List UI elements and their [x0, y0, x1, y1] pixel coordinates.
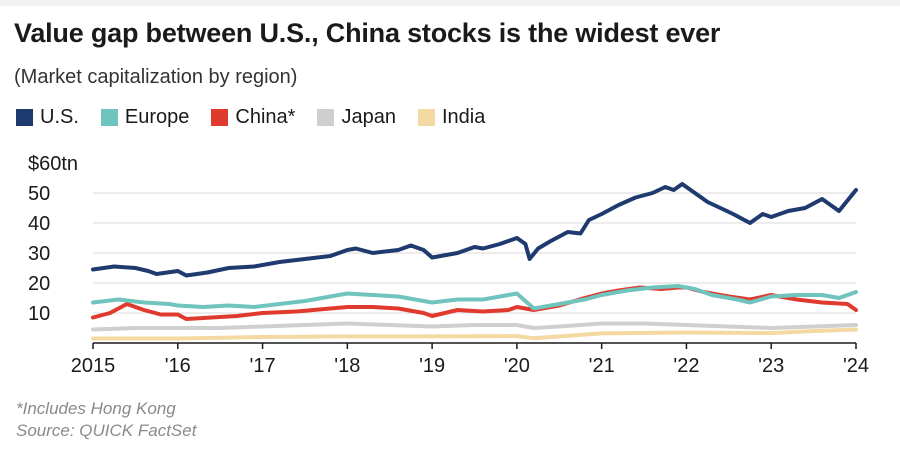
legend-label: Japan: [341, 106, 396, 128]
series-line-india: [91, 327, 858, 341]
legend-item-1: Europe: [100, 106, 190, 129]
x-axis: 2015 '16 '17 '18 '19 '20 '21 '22 '23 '24: [71, 342, 869, 377]
legend-swatch: [417, 109, 435, 126]
x-tick-label: '16: [165, 355, 191, 377]
legend-item-2: China*: [211, 106, 295, 129]
gridlines: [93, 192, 856, 314]
top-rule: [0, 0, 900, 6]
x-tick-label: 2015: [71, 355, 116, 377]
x-tick-label: '23: [758, 355, 784, 377]
legend-label: India: [441, 106, 486, 128]
y-tick-label: 40: [28, 213, 50, 235]
chart-subtitle: (Market capitalization by region): [14, 66, 298, 88]
legend-label: U.S.: [40, 106, 79, 128]
chart-area: $60tn 50 40 30 20 10 2015 '16 '17 '18 '19 '20 '21 '2…: [28, 153, 869, 377]
legend-swatch: [211, 109, 229, 126]
x-tick-label: '18: [334, 355, 360, 377]
legend-item-0: U.S.: [16, 106, 79, 129]
legend: U.S. Europe China* Japan India: [16, 106, 485, 129]
series-line-us: [91, 182, 858, 278]
legend-label: China*: [235, 106, 296, 128]
legend-swatch: [16, 109, 33, 126]
x-tick-label: '21: [589, 355, 615, 377]
x-tick-label: '20: [504, 355, 530, 377]
y-tick-label: $60tn: [28, 153, 78, 175]
legend-item-3: Japan: [317, 106, 396, 129]
legend-item-4: India: [417, 106, 486, 129]
series-line-china: [91, 285, 858, 321]
y-tick-label: 20: [28, 273, 50, 295]
x-tick-label: '17: [250, 355, 276, 377]
series-lines: [91, 182, 858, 341]
x-tick-label: '19: [419, 355, 445, 377]
legend-label: Europe: [124, 106, 190, 128]
series-line-europe: [91, 284, 858, 311]
x-tick-label: '24: [843, 355, 869, 377]
notes: *Includes Hong Kong Source: QUICK FactSe…: [16, 398, 196, 442]
y-tick-label: 10: [28, 303, 50, 325]
legend-swatch: [317, 109, 335, 126]
y-axis-ticks: $60tn 50 40 30 20 10: [28, 153, 78, 325]
chart-title: Value gap between U.S., China stocks is …: [14, 18, 721, 48]
y-tick-label: 30: [28, 243, 50, 265]
footnote: *Includes Hong Kong: [16, 399, 176, 418]
y-tick-label: 50: [28, 183, 50, 205]
x-tick-label: '22: [673, 355, 699, 377]
series-line-japan: [91, 321, 858, 332]
source-note: Source: QUICK FactSet: [16, 421, 197, 440]
legend-swatch: [100, 109, 118, 126]
